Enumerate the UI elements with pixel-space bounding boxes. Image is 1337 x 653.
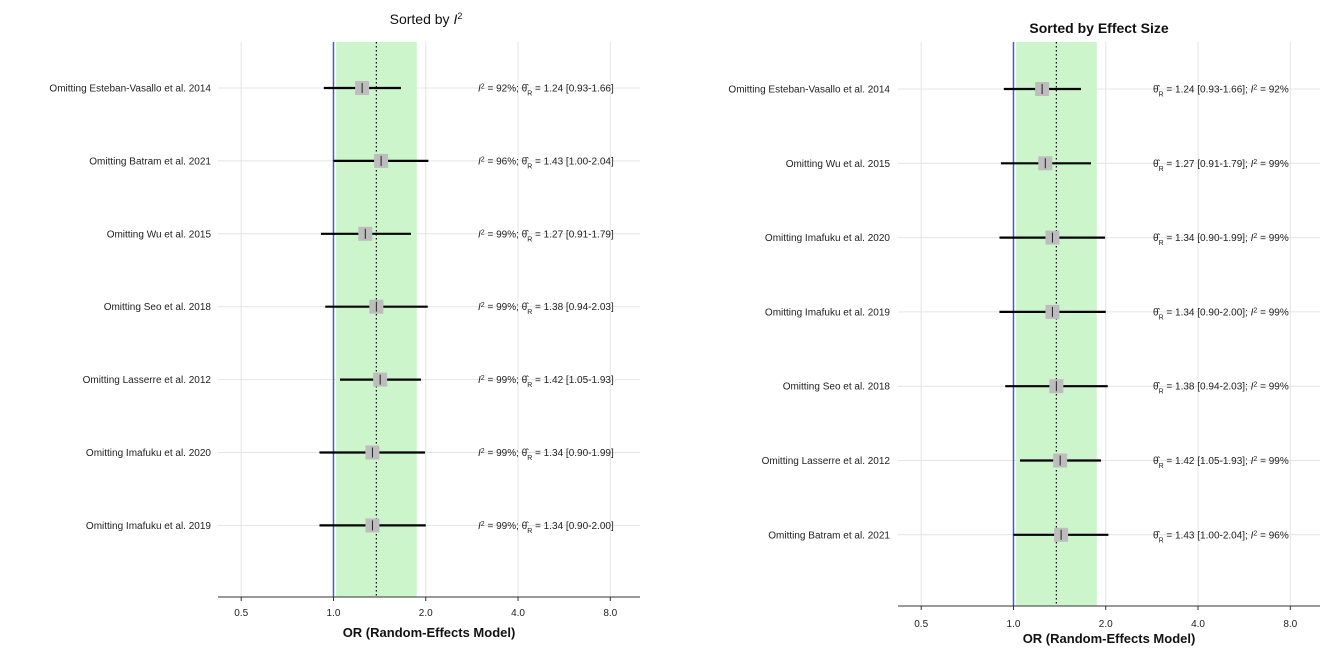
study-label: Omitting Seo et al. 2018 xyxy=(104,302,212,313)
estimate-annotation: θ̂R = 1.38 [0.94-2.03]; I2 = 99% xyxy=(1153,381,1289,396)
x-axis-label: OR (Random-Effects Model) xyxy=(343,625,516,640)
estimate-annotation: θ̂R = 1.24 [0.93-1.66]; I2 = 92% xyxy=(1153,84,1289,99)
study-row: Omitting Imafuku et al. 2020 θ̂R = 1.34 [… xyxy=(765,230,1289,247)
study-label: Omitting Imafuku et al. 2020 xyxy=(765,233,891,244)
chart-title: Sorted by I2 xyxy=(390,11,463,27)
study-label: Omitting Seo et al. 2018 xyxy=(783,382,891,393)
estimate-annotation: θ̂R = 1.34 [0.90-2.00]; I2 = 99% xyxy=(1153,306,1289,321)
study-label: Omitting Imafuku et al. 2019 xyxy=(765,307,891,318)
study-row: Omitting Imafuku et al. 2020 I2 = 99%; θ̂… xyxy=(86,445,614,462)
estimate-annotation: θ̂R = 1.43 [1.00-2.04]; I2 = 96% xyxy=(1153,529,1289,544)
x-tick-label: 2.0 xyxy=(419,608,433,619)
estimate-annotation: I2 = 99%; θ̂R = 1.34 [0.90-1.99] xyxy=(478,447,614,462)
estimate-annotation: I2 = 99%; θ̂R = 1.34 [0.90-2.00] xyxy=(478,520,614,535)
x-tick-label: 0.5 xyxy=(234,608,248,619)
x-axis-label: OR (Random-Effects Model) xyxy=(1023,631,1196,646)
estimate-annotation: I2 = 99%; θ̂R = 1.42 [1.05-1.93] xyxy=(478,374,614,389)
forest-plot-2: 0.5 1.0 2.0 4.0 8.0 OR (Random-Effects Model)… xyxy=(728,20,1320,646)
estimate-annotation: I2 = 96%; θ̂R = 1.43 [1.00-2.04] xyxy=(478,155,614,170)
estimate-annotation: I2 = 99%; θ̂R = 1.38 [0.94-2.03] xyxy=(478,301,614,316)
estimate-annotation: θ̂R = 1.27 [0.91-1.79]; I2 = 99% xyxy=(1153,158,1289,173)
x-tick-label: 2.0 xyxy=(1099,619,1113,630)
study-row: Omitting Imafuku et al. 2019 θ̂R = 1.34 [… xyxy=(765,304,1289,321)
x-tick-label: 8.0 xyxy=(1283,619,1297,630)
grid-lines xyxy=(898,42,1320,606)
study-label: Omitting Imafuku et al. 2019 xyxy=(86,521,212,532)
study-label: Omitting Imafuku et al. 2020 xyxy=(86,448,212,459)
study-label: Omitting Wu et al. 2015 xyxy=(107,229,212,240)
study-row: Omitting Seo et al. 2018 θ̂R = 1.38 [0.94… xyxy=(783,379,1289,395)
estimate-annotation: I2 = 99%; θ̂R = 1.27 [0.91-1.79] xyxy=(478,228,614,243)
study-label: Omitting Lasserre et al. 2012 xyxy=(83,375,212,386)
x-tick-label: 4.0 xyxy=(1191,619,1205,630)
chart-title: Sorted by Effect Size xyxy=(1029,20,1168,36)
x-tick-label: 1.0 xyxy=(1007,619,1021,630)
study-row: Omitting Esteban-Vasallo et al. 2014 I2 =… xyxy=(49,81,614,97)
pooled-ci-band xyxy=(1016,42,1097,606)
study-label: Omitting Esteban-Vasallo et al. 2014 xyxy=(49,84,211,95)
study-row: Omitting Imafuku et al. 2019 I2 = 99%; θ̂… xyxy=(86,518,614,534)
study-row: Omitting Wu et al. 2015 θ̂R = 1.27 [0.91-… xyxy=(786,156,1289,172)
study-row: Omitting Lasserre et al. 2012 θ̂R = 1.42 … xyxy=(762,453,1289,470)
study-row: Omitting Esteban-Vasallo et al. 2014 θ̂R … xyxy=(728,82,1289,99)
study-label: Omitting Lasserre et al. 2012 xyxy=(762,456,891,467)
x-tick-label: 8.0 xyxy=(603,608,617,619)
forest-plot-1: 0.5 1.0 2.0 4.0 8.0 OR (Random-Effects Model)… xyxy=(49,11,640,640)
study-row: Omitting Wu et al. 2015 I2 = 99%; θ̂R = 1… xyxy=(107,226,614,243)
x-tick-label: 4.0 xyxy=(511,608,525,619)
grid-lines xyxy=(218,42,640,597)
study-row: Omitting Lasserre et al. 2012 I2 = 99%; θ… xyxy=(83,372,614,389)
study-row: Omitting Batram et al. 2021 I2 = 96%; θ̂R… xyxy=(89,153,614,170)
estimate-annotation: θ̂R = 1.42 [1.05-1.93]; I2 = 99% xyxy=(1153,455,1289,470)
x-tick-label: 1.0 xyxy=(327,608,341,619)
study-row: Omitting Seo et al. 2018 I2 = 99%; θ̂R = … xyxy=(104,299,614,316)
study-label: Omitting Batram et al. 2021 xyxy=(768,530,890,541)
estimate-annotation: I2 = 92%; θ̂R = 1.24 [0.93-1.66] xyxy=(478,83,614,98)
study-label: Omitting Esteban-Vasallo et al. 2014 xyxy=(728,85,890,96)
study-label: Omitting Batram et al. 2021 xyxy=(89,156,211,167)
study-row: Omitting Batram et al. 2021 θ̂R = 1.43 [1… xyxy=(768,527,1289,544)
x-tick-label: 0.5 xyxy=(914,619,928,630)
study-label: Omitting Wu et al. 2015 xyxy=(786,159,891,170)
estimate-annotation: θ̂R = 1.34 [0.90-1.99]; I2 = 99% xyxy=(1153,232,1289,247)
